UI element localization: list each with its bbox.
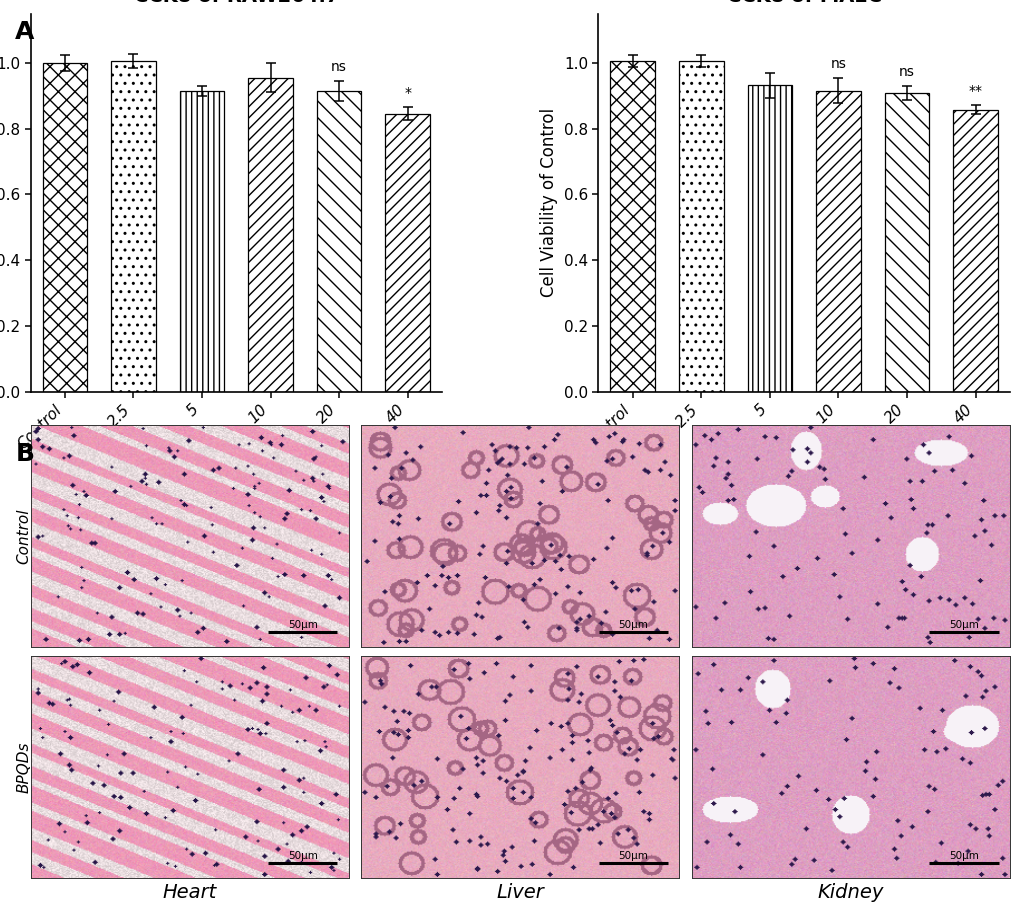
Bar bbox=[248, 78, 292, 392]
Text: ns: ns bbox=[829, 57, 846, 71]
Bar bbox=[747, 85, 792, 392]
Text: 50μm: 50μm bbox=[287, 620, 317, 630]
Bar bbox=[385, 114, 430, 392]
Bar bbox=[111, 62, 156, 392]
Title: CCK8 of MAEC: CCK8 of MAEC bbox=[726, 0, 880, 6]
Text: 50μm: 50μm bbox=[618, 620, 648, 630]
Text: **: ** bbox=[968, 84, 981, 98]
Bar bbox=[815, 90, 860, 392]
Text: 50μm: 50μm bbox=[949, 620, 978, 630]
X-axis label: (μg/mL): (μg/mL) bbox=[204, 453, 269, 472]
Text: 50μm: 50μm bbox=[287, 851, 317, 861]
Title: CCK8 of RAW264.7: CCK8 of RAW264.7 bbox=[133, 0, 338, 6]
Text: ns: ns bbox=[331, 60, 346, 73]
Y-axis label: Cell Viability of Control: Cell Viability of Control bbox=[540, 108, 557, 297]
Text: 50μm: 50μm bbox=[618, 851, 648, 861]
Bar bbox=[953, 110, 997, 392]
Bar bbox=[883, 93, 928, 392]
X-axis label: Heart: Heart bbox=[162, 883, 216, 902]
Text: ns: ns bbox=[898, 64, 914, 79]
X-axis label: Liver: Liver bbox=[496, 883, 543, 902]
X-axis label: Kidney: Kidney bbox=[817, 883, 883, 902]
Bar bbox=[679, 61, 722, 392]
Text: *: * bbox=[404, 86, 411, 100]
X-axis label: (μg/mL): (μg/mL) bbox=[770, 453, 836, 472]
Text: A: A bbox=[15, 20, 35, 44]
Bar bbox=[43, 62, 87, 392]
Bar bbox=[179, 90, 224, 392]
Y-axis label: Control: Control bbox=[16, 509, 32, 564]
Bar bbox=[609, 62, 654, 392]
Bar bbox=[317, 90, 361, 392]
Text: B: B bbox=[15, 442, 35, 466]
Text: 50μm: 50μm bbox=[949, 851, 978, 861]
Y-axis label: BPQDs: BPQDs bbox=[16, 741, 32, 793]
